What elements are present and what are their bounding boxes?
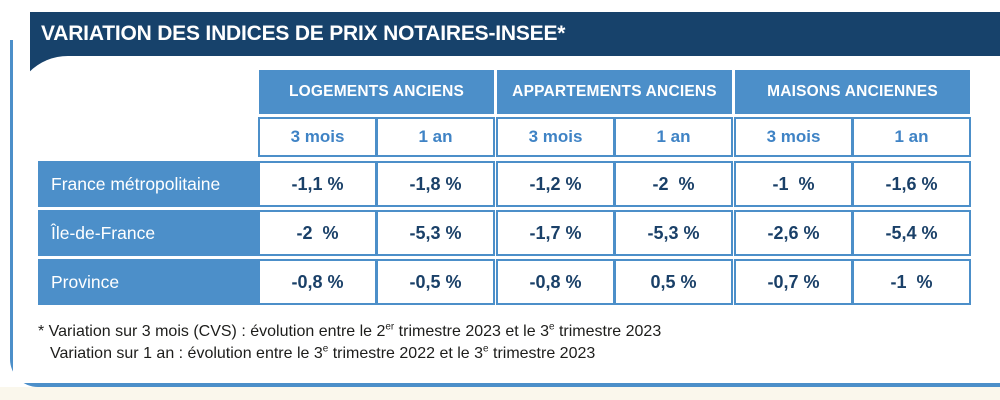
table-cell: -1,8 % [376, 161, 495, 207]
subheader-cell: 3 mois [734, 117, 853, 157]
column-group-logements: LOGEMENTS ANCIENS [259, 70, 494, 114]
subheader-cell: 1 an [614, 117, 733, 157]
group-header-row: LOGEMENTS ANCIENS APPARTEMENTS ANCIENS M… [38, 70, 971, 114]
subheader-cell: 3 mois [496, 117, 615, 157]
footnote: * Variation sur 3 mois (CVS) : évolution… [38, 321, 661, 365]
card-border-frame [10, 40, 1000, 387]
footnote-superscript: e [483, 343, 489, 355]
table-cell: -5,3 % [614, 210, 733, 256]
table-cell: -2 % [614, 161, 733, 207]
footnote-superscript: e [322, 343, 329, 355]
table-cell: -1,6 % [852, 161, 971, 207]
table-cell: -1 % [852, 259, 971, 305]
footnote-text-segment: trimestre 2023 [488, 345, 596, 362]
footnote-superscript: er [385, 321, 395, 333]
table-cell: -0,8 % [258, 259, 377, 305]
table-cell: -0,8 % [496, 259, 615, 305]
subheader-spacer [38, 117, 258, 157]
title-bar: VARIATION DES INDICES DE PRIX NOTAIRES-I… [30, 12, 1000, 56]
table-cell: -0,7 % [734, 259, 853, 305]
table-cell: -1 % [734, 161, 853, 207]
card-content: LOGEMENTS ANCIENS APPARTEMENTS ANCIENS M… [13, 56, 1000, 383]
row-label: Province [38, 259, 258, 305]
footnote-text-segment: trimestre 2022 et le 3 [328, 345, 484, 362]
table-row-ile-de-france: Île-de-France -2 % -5,3 % -1,7 % -5,3 % … [38, 210, 971, 256]
page-bottom-strip [0, 387, 1000, 400]
footnote-line-1: * Variation sur 3 mois (CVS) : évolution… [38, 321, 661, 343]
table-cell: -2,6 % [734, 210, 853, 256]
table-cell: -0,5 % [376, 259, 495, 305]
table-row-province: Province -0,8 % -0,5 % -0,8 % 0,5 % -0,7… [38, 259, 971, 305]
table-cell: 0,5 % [614, 259, 733, 305]
column-group-appartements: APPARTEMENTS ANCIENS [497, 70, 732, 114]
price-index-table: LOGEMENTS ANCIENS APPARTEMENTS ANCIENS M… [38, 70, 971, 305]
footnote-line-2: Variation sur 1 an : évolution entre le … [38, 343, 661, 365]
row-label: Île-de-France [38, 210, 258, 256]
table-cell: -1,7 % [496, 210, 615, 256]
subheader-row: 3 mois 1 an 3 mois 1 an 3 mois 1 an [38, 117, 971, 157]
table-cell: -1,2 % [496, 161, 615, 207]
footnote-superscript: e [548, 321, 555, 333]
table-cell: -1,1 % [258, 161, 377, 207]
subheader-cell: 1 an [376, 117, 495, 157]
footnote-text-segment: trimestre 2023 et le 3 [394, 323, 549, 340]
subheader-cell: 3 mois [258, 117, 377, 157]
footnote-text-segment: * Variation sur 3 mois (CVS) : évolution… [38, 323, 386, 340]
table-cell: -5,3 % [376, 210, 495, 256]
footnote-text-segment: trimestre 2023 [554, 323, 662, 340]
row-label: France métropolitaine [38, 161, 258, 207]
column-group-maisons: MAISONS ANCIENNES [735, 70, 970, 114]
table-row-france-metropolitaine: France métropolitaine -1,1 % -1,8 % -1,2… [38, 161, 971, 207]
group-header-spacer [38, 70, 258, 114]
footnote-text-segment: Variation sur 1 an : évolution entre le … [50, 345, 323, 362]
table-cell: -2 % [258, 210, 377, 256]
page-title: VARIATION DES INDICES DE PRIX NOTAIRES-I… [41, 22, 566, 45]
table-cell: -5,4 % [852, 210, 971, 256]
subheader-cell: 1 an [852, 117, 971, 157]
